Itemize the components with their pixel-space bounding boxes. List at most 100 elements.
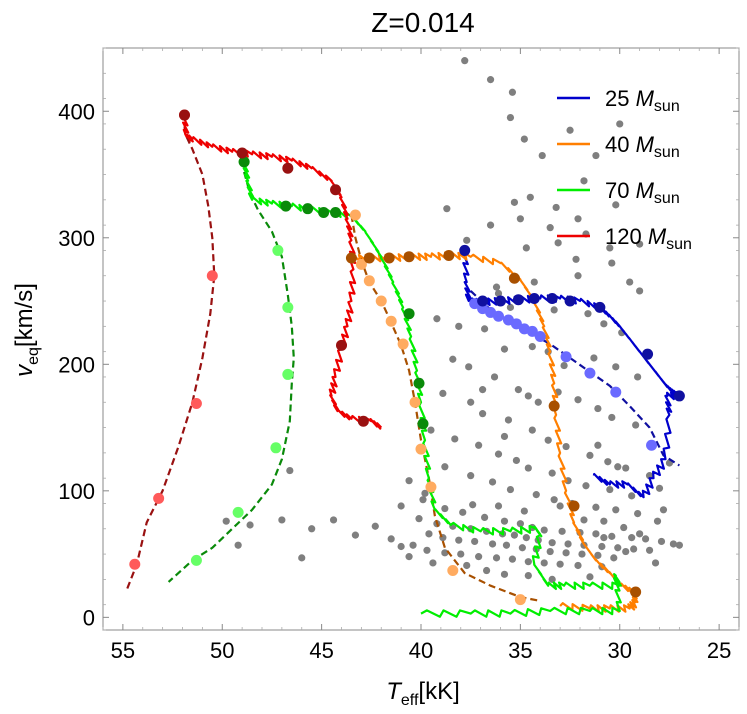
observation-point bbox=[500, 570, 509, 578]
observation-point bbox=[500, 432, 509, 441]
observation-point bbox=[500, 345, 509, 353]
observation-point bbox=[488, 540, 497, 548]
observation-point bbox=[592, 151, 600, 160]
x-tick-label: 35 bbox=[508, 638, 532, 663]
observation-point bbox=[479, 410, 487, 418]
observation-point bbox=[463, 561, 471, 570]
observation-point bbox=[494, 502, 503, 510]
observation-point bbox=[552, 203, 560, 212]
observation-point bbox=[580, 516, 588, 524]
x-tick-label: 45 bbox=[309, 638, 333, 663]
observation-point bbox=[556, 560, 564, 568]
observation-point bbox=[433, 315, 441, 323]
series-1-rotating-point bbox=[514, 594, 526, 606]
series-1-rotating-point bbox=[349, 209, 361, 221]
observation-point bbox=[429, 559, 437, 567]
observation-point bbox=[608, 413, 616, 422]
observation-point bbox=[580, 177, 588, 185]
observation-point bbox=[556, 502, 564, 510]
x-tick-label: 55 bbox=[111, 638, 135, 663]
observation-point bbox=[544, 436, 552, 444]
observation-point bbox=[465, 363, 473, 371]
observation-point bbox=[608, 259, 616, 267]
series-0-track-point bbox=[528, 293, 540, 305]
observation-point bbox=[641, 535, 650, 543]
series-0-track-point bbox=[477, 295, 489, 307]
observation-point bbox=[222, 517, 230, 525]
observation-point bbox=[409, 541, 417, 549]
series-1-rotating-point bbox=[355, 258, 367, 270]
series-2-rotating-point bbox=[232, 506, 244, 518]
observation-point bbox=[675, 541, 683, 549]
observation-point bbox=[524, 464, 532, 472]
series-1-track-point bbox=[508, 272, 520, 284]
observation-point bbox=[457, 550, 465, 558]
series-1-track-point bbox=[443, 249, 455, 261]
observation-point bbox=[479, 386, 487, 394]
observation-point bbox=[387, 535, 395, 543]
observation-point bbox=[439, 389, 447, 398]
observation-point bbox=[504, 416, 513, 424]
observation-point bbox=[405, 553, 413, 561]
series-2-track-point bbox=[413, 377, 425, 389]
series-1-track-point bbox=[568, 500, 580, 512]
series-1-track-point bbox=[363, 252, 375, 264]
series-1-track-point bbox=[383, 252, 395, 264]
observation-point bbox=[606, 244, 614, 252]
observation-point bbox=[459, 508, 467, 516]
observation-point bbox=[494, 450, 503, 458]
observation-point bbox=[634, 373, 642, 381]
observation-point bbox=[634, 509, 642, 518]
observation-point bbox=[481, 325, 489, 333]
observation-point bbox=[636, 287, 644, 295]
observation-point bbox=[506, 485, 515, 494]
observation-point bbox=[518, 544, 526, 552]
observation-point bbox=[526, 193, 534, 201]
observation-point bbox=[371, 522, 379, 530]
y-tick-label: 400 bbox=[58, 99, 95, 124]
observation-point bbox=[558, 527, 566, 535]
observation-point bbox=[502, 541, 511, 549]
series-1-track-point bbox=[630, 586, 642, 598]
observation-point bbox=[405, 477, 413, 485]
observation-point bbox=[475, 441, 483, 449]
observation-point bbox=[494, 289, 503, 298]
observation-point bbox=[616, 120, 624, 128]
observation-point bbox=[608, 532, 616, 540]
observation-point bbox=[538, 151, 546, 160]
observation-point bbox=[659, 506, 668, 514]
observation-point bbox=[419, 496, 427, 504]
observation-point bbox=[546, 547, 554, 556]
series-2-track-point bbox=[330, 206, 342, 218]
series-3-rotating-point bbox=[190, 398, 202, 410]
observation-point bbox=[628, 492, 636, 500]
series-0-rotating-point bbox=[534, 330, 546, 342]
series-2-track-point bbox=[238, 156, 250, 168]
series-0-track-point bbox=[564, 295, 576, 307]
observation-point bbox=[490, 373, 499, 381]
observation-point bbox=[246, 521, 254, 529]
observation-point bbox=[467, 398, 475, 406]
observation-point bbox=[657, 537, 666, 546]
ticks-layer: 55 50 45 40 35 30 25 0 100 200 300 400 bbox=[58, 47, 740, 663]
observation-point bbox=[425, 530, 433, 538]
observation-point bbox=[532, 491, 540, 499]
series-3-rotating-point bbox=[129, 558, 141, 570]
observation-point bbox=[651, 559, 660, 567]
observation-point bbox=[427, 426, 435, 434]
series-0-rotating-point bbox=[584, 367, 596, 379]
observation-point bbox=[461, 57, 469, 65]
series-2-rotating-point bbox=[270, 442, 282, 454]
series-0-rotating-point bbox=[646, 439, 658, 451]
x-tick-label: 40 bbox=[409, 638, 433, 663]
series-2-track-point bbox=[302, 203, 314, 215]
series-3-rotating-track bbox=[125, 126, 216, 590]
observation-point bbox=[630, 545, 638, 553]
observation-point bbox=[298, 554, 306, 562]
series-2-rotating-point bbox=[282, 301, 294, 313]
observation-point bbox=[600, 534, 608, 542]
observation-point bbox=[482, 566, 491, 575]
observation-point bbox=[600, 517, 608, 525]
observation-point bbox=[492, 283, 501, 291]
